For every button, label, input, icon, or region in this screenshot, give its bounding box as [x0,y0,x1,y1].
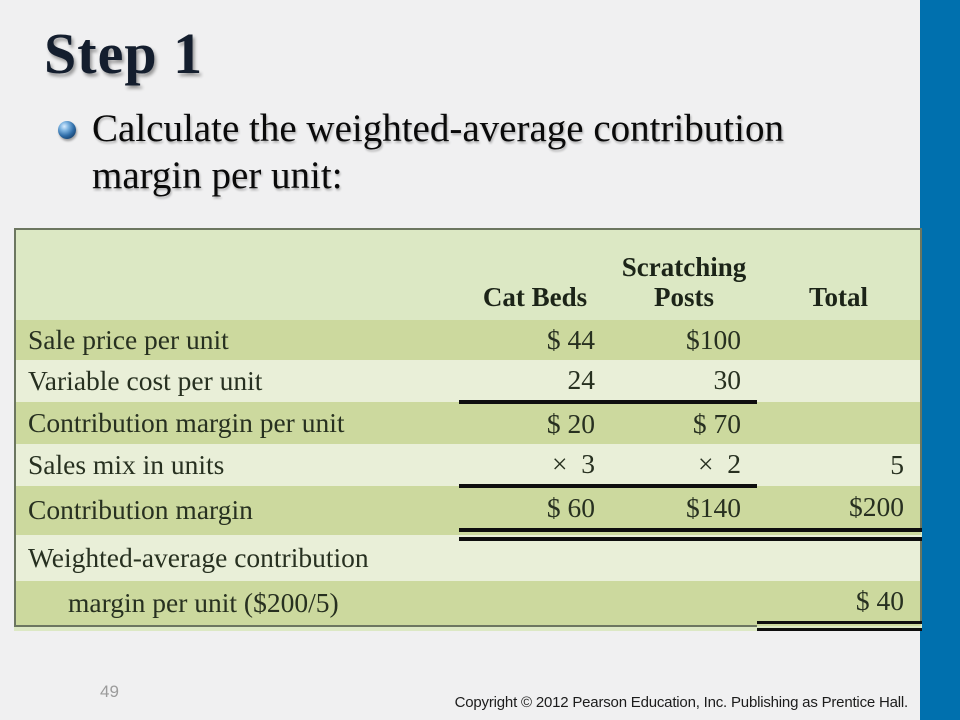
total-cell [757,320,921,360]
cat-beds-cell [459,534,611,581]
cat-beds-cell: $ 60 [459,486,611,541]
bullet-sphere-icon [58,121,76,139]
copyright-text: Copyright © 2012 Pearson Education, Inc.… [454,694,909,711]
bullet-item: Calculate the weighted-average contribut… [58,106,870,200]
table-row: margin per unit ($200/5) $ 40 [15,581,921,631]
scratching-posts-cell: 30 [611,360,757,404]
cat-beds-cell [459,581,611,626]
cat-beds-cell: × 3 [459,444,611,488]
bullet-text: Calculate the weighted-average contribut… [92,107,784,197]
page-number: 49 [100,682,119,701]
scratching-posts-cell: $100 [611,320,757,360]
total-cell: $200 [757,486,921,541]
page-title: Step 1 [44,21,204,86]
scratching-posts-cell: $140 [611,486,757,541]
table-row: Sales mix in units × 3 × 2 5 [15,444,921,488]
contribution-margin-table: Cat Beds Scratching Posts Total Sale pri… [14,228,922,631]
total-cell [757,402,921,444]
scratching-posts-cell: × 2 [611,444,757,488]
cat-beds-cell: 24 [459,360,611,404]
scratching-posts-cell [611,581,757,626]
row-label-cell: Sales mix in units [15,444,459,486]
column-header-cat-beds: Cat Beds [482,281,588,312]
row-label-cell: Contribution margin [15,486,459,535]
total-cell [757,534,921,581]
table-row: Variable cost per unit 24 30 [15,360,921,404]
table-row: Contribution margin per unit $ 20 $ 70 [15,402,921,444]
right-accent-bar [920,0,960,720]
table-header-row: Cat Beds Scratching Posts Total [15,229,921,320]
scratching-posts-cell [611,534,757,581]
column-header-total: Total [808,281,869,312]
row-label-cell: Weighted-average contribution [15,534,459,581]
cat-beds-cell: $ 20 [459,402,611,444]
scratching-posts-cell: $ 70 [611,402,757,444]
table-row: Contribution margin $ 60 $140 $200 [15,486,921,541]
total-cell: $ 40 [757,581,921,631]
row-label-cell: Sale price per unit [15,320,459,360]
total-cell: 5 [757,444,921,486]
row-label-cell: margin per unit ($200/5) [15,581,459,626]
column-header-blank [15,229,459,320]
table-row: Weighted-average contribution [15,534,921,581]
row-label-cell: Contribution margin per unit [15,402,459,444]
column-header-scratching-posts: Scratching Posts [621,251,747,312]
total-cell [757,360,921,402]
row-label-cell: Variable cost per unit [15,360,459,402]
cat-beds-cell: $ 44 [459,320,611,360]
table-row: Sale price per unit $ 44 $100 [15,320,921,360]
